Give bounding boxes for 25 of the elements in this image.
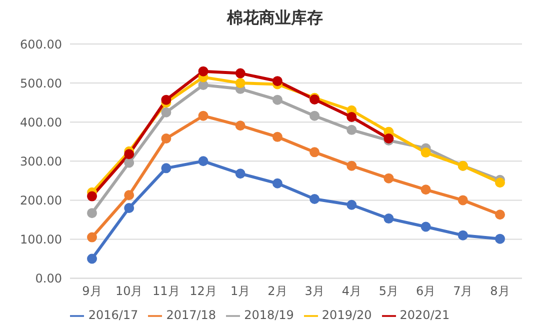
x-tick-label: 6月 [416,284,436,298]
y-tick-label: 400.00 [20,115,62,130]
x-tick-label: 10月 [115,284,143,298]
legend-label: 2017/18 [166,308,216,322]
x-tick-label: 2月 [268,284,288,298]
x-tick-label: 7月 [453,284,473,298]
x-tick-label: 12月 [190,284,217,298]
y-tick-label: 600.00 [20,37,62,52]
legend-label: 2016/17 [88,308,138,322]
y-tick-label: 200.00 [20,193,62,208]
y-tick-label: 0.00 [35,272,62,286]
x-tick-label: 4月 [342,284,362,298]
x-tick-label: 11月 [152,284,180,298]
y-tick-label: 300.00 [20,154,62,168]
x-tick-label: 8月 [490,284,510,298]
legend-label: 2020/21 [400,308,450,322]
y-tick-label: 100.00 [20,232,62,246]
legend-label: 2018/19 [244,308,294,322]
x-tick-label: 1月 [230,284,250,298]
x-tick-label: 9月 [82,284,102,298]
x-tick-label: 5月 [378,284,399,298]
chart-title: 棉花商业库存 [226,7,324,29]
legend-label: 2019/20 [322,308,372,322]
x-tick-label: 3月 [304,284,324,298]
y-tick-label: 500.00 [20,76,62,90]
